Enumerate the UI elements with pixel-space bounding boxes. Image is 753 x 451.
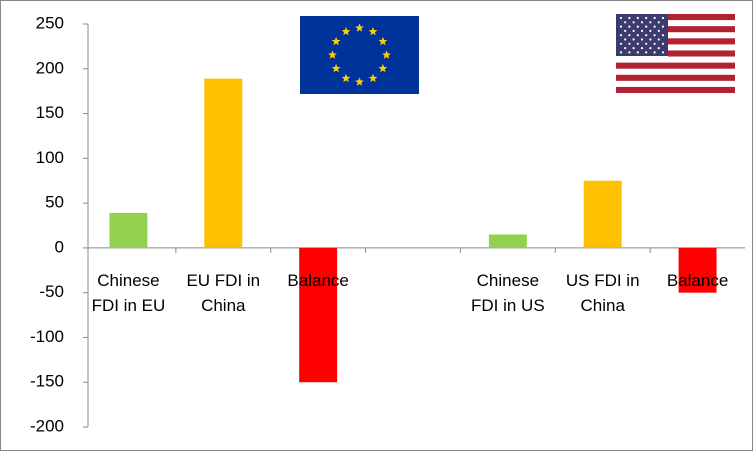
- flag-star: [624, 29, 627, 32]
- flag-star: [653, 51, 656, 54]
- flag-star: [649, 38, 652, 41]
- flag-star: [382, 50, 391, 59]
- y-tick-label: -200: [30, 416, 64, 435]
- flag-star: [653, 16, 656, 20]
- flag-star: [640, 47, 644, 50]
- flag-star: [645, 42, 648, 45]
- flag-star: [661, 51, 665, 54]
- flag-star: [368, 73, 378, 83]
- flag-star: [645, 34, 648, 37]
- flag-star: [632, 47, 635, 50]
- flag-stripe: [616, 62, 735, 69]
- y-tick-label: 200: [36, 58, 64, 77]
- flag-star: [640, 29, 644, 32]
- flag-star: [624, 47, 627, 50]
- flag-star: [355, 23, 364, 32]
- y-tick-label: -150: [30, 372, 64, 391]
- flag-star: [661, 16, 665, 20]
- flag-star: [661, 34, 665, 37]
- flag-star: [636, 51, 639, 54]
- flag-star: [661, 25, 665, 28]
- x-tick-label: Chinese FDI in EU: [91, 270, 166, 315]
- flag-star: [632, 38, 635, 41]
- x-tick-label: EU FDI in China: [186, 270, 261, 315]
- flag-stripe: [668, 14, 735, 21]
- flag-stripe: [616, 86, 735, 93]
- flag-star: [619, 16, 623, 20]
- flag-star: [657, 21, 660, 24]
- flag-star: [653, 34, 656, 37]
- x-tick-label: Chinese FDI in US: [471, 270, 545, 315]
- x-tick-label: Balance: [666, 270, 729, 290]
- flag-star: [632, 29, 635, 32]
- flag-star: [640, 21, 644, 24]
- us-flag: [616, 14, 735, 93]
- flag-star: [378, 36, 388, 46]
- y-tick-label: 50: [45, 193, 64, 212]
- flag-star: [649, 21, 652, 24]
- flag-star: [378, 63, 388, 73]
- flag-star: [328, 50, 337, 59]
- y-tick-label: -50: [39, 282, 64, 301]
- flag-star: [636, 34, 639, 37]
- bar: [488, 234, 527, 248]
- flag-star: [649, 47, 652, 50]
- flag-star: [628, 51, 631, 54]
- flag-star: [341, 73, 351, 83]
- flag-star: [341, 27, 351, 36]
- flag-star: [653, 42, 656, 45]
- flag-star: [636, 42, 639, 45]
- flag-star: [355, 77, 364, 86]
- bar: [299, 247, 338, 383]
- bar: [109, 212, 148, 248]
- y-tick-label: 150: [36, 103, 64, 122]
- bar: [678, 247, 717, 293]
- flag-stripe: [668, 50, 735, 57]
- flag-star: [624, 21, 627, 24]
- flag-star: [645, 51, 648, 54]
- flag-star: [619, 25, 623, 28]
- flag-star: [636, 25, 639, 28]
- flag-star: [628, 25, 631, 28]
- x-tick-label: Balance: [287, 270, 349, 290]
- flag-star: [657, 47, 660, 50]
- bar: [204, 78, 243, 248]
- flag-star: [619, 51, 623, 54]
- flag-stripe: [668, 38, 735, 45]
- y-tick-label: -100: [30, 327, 64, 346]
- flag-star: [331, 63, 341, 73]
- flag-star: [619, 34, 623, 37]
- flag-star: [640, 38, 644, 41]
- y-tick-label: 250: [36, 13, 64, 32]
- flag-star: [657, 38, 660, 41]
- flag-star: [645, 25, 648, 28]
- flag-star: [624, 38, 627, 41]
- flag-star: [368, 27, 378, 36]
- flag-star: [632, 21, 635, 24]
- flag-star: [649, 29, 652, 32]
- flag-star: [331, 36, 341, 46]
- flag-stripe: [668, 26, 735, 33]
- flag-star: [628, 42, 631, 45]
- flag-star: [619, 42, 623, 45]
- flag-star: [628, 16, 631, 20]
- flag-star: [657, 29, 660, 32]
- eu-flag: [300, 16, 419, 94]
- bar: [583, 180, 622, 248]
- flag-star: [661, 42, 665, 45]
- flag-star: [645, 16, 648, 20]
- flag-stripe: [616, 74, 735, 81]
- flag-star: [636, 16, 639, 20]
- x-tick-label: US FDI in China: [565, 270, 640, 315]
- y-tick-label: 0: [55, 237, 64, 256]
- flag-star: [653, 25, 656, 28]
- flag-star: [628, 34, 631, 37]
- y-tick-label: 100: [36, 148, 64, 167]
